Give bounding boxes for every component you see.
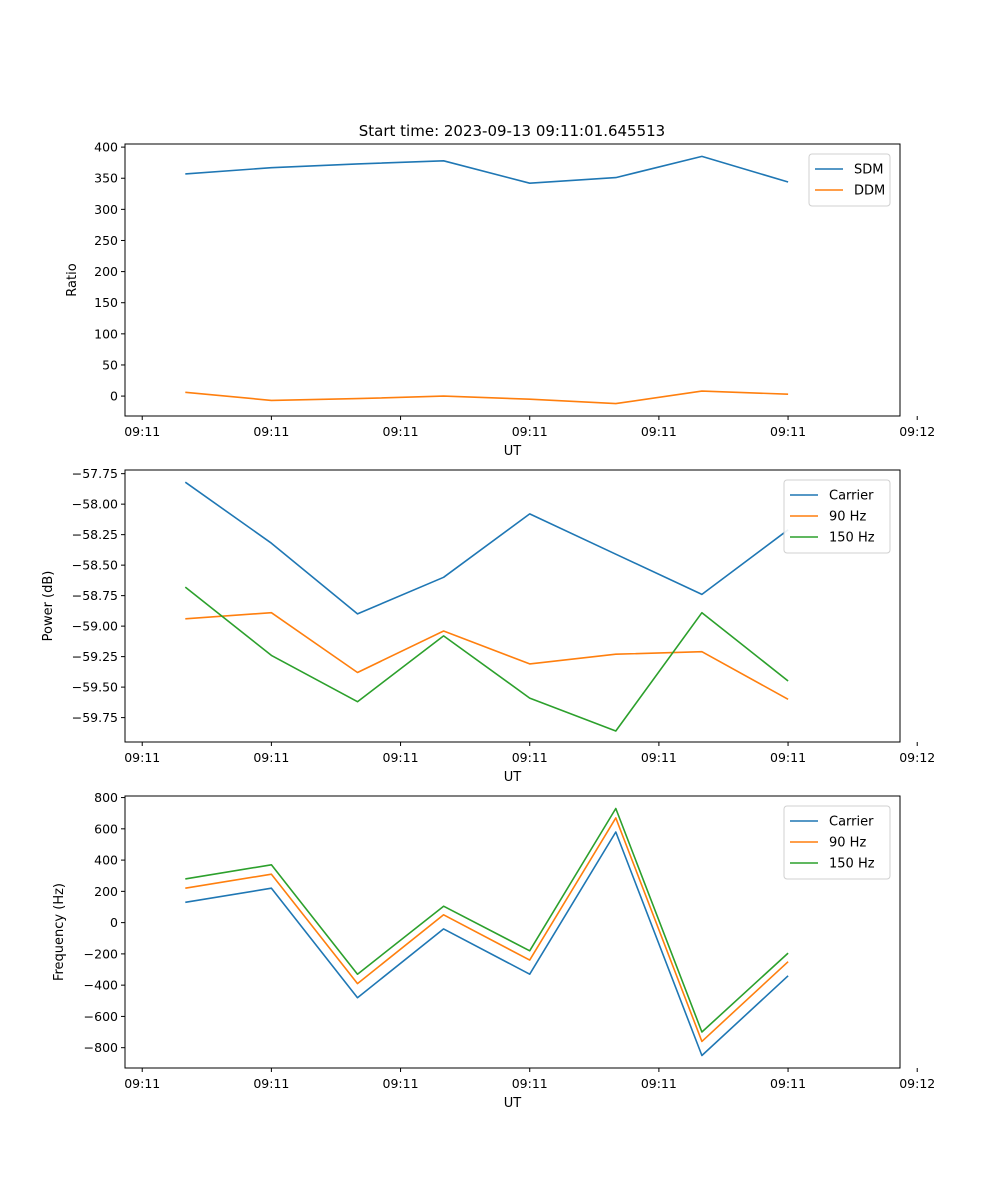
x-tick-label: 09:11 (641, 424, 677, 439)
legend: Carrier 90 Hz 150 Hz (783, 479, 891, 554)
x-tick-label: 09:11 (512, 1076, 548, 1091)
y-tick-label: 600 (94, 821, 118, 836)
series-line-carrier (184, 481, 789, 615)
legend-label: DDM (854, 184, 885, 199)
y-tick-label: 400 (94, 140, 118, 155)
axes-frame (124, 795, 901, 1069)
x-tick-label: 09:11 (124, 750, 160, 765)
legend: SDM DDM (808, 153, 891, 207)
y-tick-label: −600 (84, 1009, 118, 1024)
series-line-carrier (185, 831, 789, 1057)
y-tick-label: 150 (94, 295, 118, 310)
x-tick-label: 09:11 (770, 424, 806, 439)
legend-label: Carrier (829, 815, 874, 830)
legend-box (783, 805, 891, 880)
y-tick-label: −58.25 (72, 527, 118, 542)
x-tick-label: 09:11 (253, 750, 289, 765)
y-axis-label: Power (dB) (41, 571, 56, 642)
x-tick-label: 09:11 (770, 750, 806, 765)
series-line-sdm (185, 155, 789, 184)
chart-panel-1: 09:11 09:11 09:11 09:11 09:11 09:11 09:12 0 50 10… (65, 140, 935, 459)
series-line-150-hz (185, 807, 789, 1033)
x-tick-label: 09:11 (383, 750, 419, 765)
legend-label: Carrier (829, 489, 874, 504)
y-tick-label: −58.50 (72, 558, 118, 573)
legend-label: 150 Hz (829, 531, 875, 546)
x-tick-label: 09:11 (641, 1076, 677, 1091)
legend-box (808, 153, 891, 207)
y-tick-label: −59.75 (72, 710, 118, 725)
legend-label: 90 Hz (829, 836, 866, 851)
y-tick-label: 800 (94, 790, 118, 805)
y-tick-label: −58.00 (72, 497, 118, 512)
x-tick-label: 09:11 (512, 424, 548, 439)
y-tick-label: −59.00 (72, 619, 118, 634)
y-tick-label: 0 (110, 915, 118, 930)
x-tick-label: 09:11 (124, 1076, 160, 1091)
legend-label: SDM (854, 163, 883, 178)
y-tick-label: 400 (94, 853, 118, 868)
series-line-90-hz (185, 817, 789, 1043)
legend: Carrier 90 Hz 150 Hz (783, 805, 891, 880)
y-axis-label: Frequency (Hz) (52, 883, 67, 981)
chart-title: Start time: 2023-09-13 09:11:01.645513 (359, 122, 665, 140)
y-tick-label: 300 (94, 202, 118, 217)
x-axis-label: UT (504, 1096, 522, 1111)
x-tick-label: 09:11 (253, 424, 289, 439)
y-tick-label: 200 (94, 264, 118, 279)
x-tick-label: 09:11 (124, 424, 160, 439)
y-tick-label: −400 (84, 978, 118, 993)
y-tick-label: 200 (94, 884, 118, 899)
y-tick-label: −59.50 (72, 680, 118, 695)
x-axis-label: UT (504, 444, 522, 459)
y-tick-label: −59.25 (72, 649, 118, 664)
series-line-150-hz (184, 586, 789, 732)
y-axis-label: Ratio (65, 263, 80, 296)
x-tick-label: 09:12 (899, 424, 935, 439)
chart-panel-3: 09:11 09:11 09:11 09:11 09:11 09:11 09:12 −800 −… (52, 790, 935, 1111)
y-tick-label: 50 (102, 357, 118, 372)
x-tick-label: 09:11 (770, 1076, 806, 1091)
x-axis-label: UT (504, 770, 522, 785)
axes-frame (124, 469, 901, 743)
x-tick-label: 09:12 (899, 1076, 935, 1091)
y-tick-label: 250 (94, 233, 118, 248)
x-tick-label: 09:11 (253, 1076, 289, 1091)
legend-label: 90 Hz (829, 510, 866, 525)
x-tick-label: 09:11 (383, 424, 419, 439)
legend-label: 150 Hz (829, 857, 875, 872)
y-tick-label: −57.75 (72, 466, 118, 481)
y-tick-label: 350 (94, 171, 118, 186)
x-tick-label: 09:12 (899, 750, 935, 765)
y-tick-label: 0 (110, 389, 118, 404)
legend-box (783, 479, 891, 554)
y-tick-label: −58.75 (72, 588, 118, 603)
y-tick-label: −200 (84, 946, 118, 961)
y-tick-label: −800 (84, 1040, 118, 1055)
axes-frame (124, 143, 901, 417)
y-tick-label: 100 (94, 326, 118, 341)
series-line-ddm (185, 390, 789, 405)
x-tick-label: 09:11 (512, 750, 548, 765)
series-line-90-hz (185, 611, 789, 701)
x-tick-label: 09:11 (383, 1076, 419, 1091)
x-tick-label: 09:11 (641, 750, 677, 765)
chart-panel-2: 09:11 09:11 09:11 09:11 09:11 09:11 09:12 −59.7… (41, 466, 935, 785)
